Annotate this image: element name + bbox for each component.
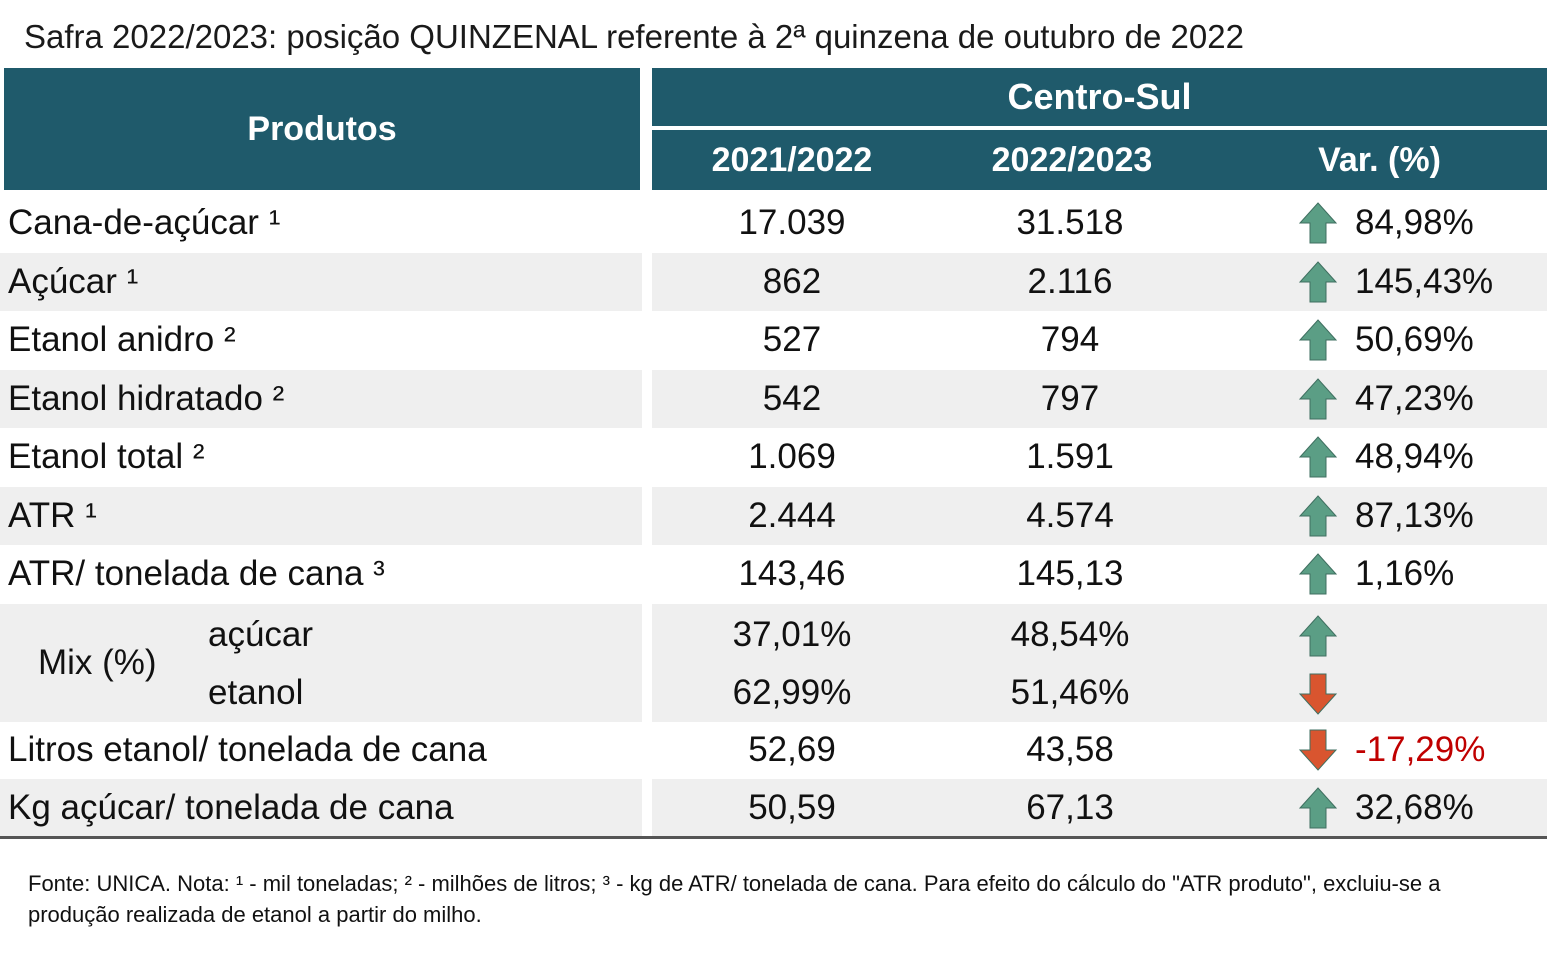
header-col-2021-label: 2021/2022 [711,140,873,179]
value-2021: 143,46 [738,554,846,593]
table-row: Kg açúcar/ tonelada de cana 50,59 67,13 32,… [0,779,1547,837]
value-2022: 43,58 [1026,729,1114,769]
arrow-up-icon [1298,553,1338,595]
table-row: Etanol hidratado ² 542 797 47,23% [0,369,1547,428]
value-2022: 145,13 [1016,554,1124,593]
row-label: Cana-de-açúcar ¹ [8,203,281,242]
header-col-2022-label: 2022/2023 [991,140,1153,179]
arrow-up-icon [1298,494,1338,536]
header-region: Centro-Sul [652,68,1547,126]
arrow-up-icon [1298,319,1338,361]
mix-etanol-2022: 51,46% [1010,672,1130,712]
mix-label: Mix (%) [38,642,157,682]
header-col-var-label: Var. (%) [1318,140,1441,179]
row-label: Litros etanol/ tonelada de cana [8,729,487,769]
table-row: Etanol total ² 1.069 1.591 48,94% [0,428,1547,486]
table-row: Açúcar ¹ 862 2.116 145,43% [0,252,1547,311]
header-produtos: Produtos [4,68,640,190]
value-2022: 4.574 [1026,495,1114,535]
arrow-up-icon [1298,377,1338,419]
row-label: Etanol hidratado ² [8,378,285,418]
table-row: Litros etanol/ tonelada de cana 52,69 43,5… [0,721,1547,779]
mix-etanol-label: etanol [208,672,304,712]
row-label: Etanol anidro ² [8,320,236,359]
value-2021: 17.039 [738,203,846,242]
value-var: 32,68% [1355,788,1474,827]
value-2021: 527 [762,320,822,359]
value-var: 1,16% [1355,554,1455,593]
value-var: 48,94% [1355,437,1474,476]
value-var: 87,13% [1355,495,1474,535]
arrow-down-icon [1298,673,1338,715]
arrow-up-icon [1298,260,1338,302]
mix-etanol-2021: 62,99% [732,672,852,712]
value-2021: 50,59 [748,788,836,827]
value-2021: 1.069 [748,437,836,476]
arrow-down-icon [1298,729,1338,771]
header-col-2021: 2021/2022 [652,130,932,190]
table-row: Cana-de-açúcar ¹ 17.039 31.518 84,98% [0,194,1547,252]
mix-acucar-label: açúcar [208,614,314,654]
value-var: 47,23% [1355,378,1474,418]
value-2022: 2.116 [1027,261,1113,301]
row-label: ATR/ tonelada de cana ³ [8,554,385,593]
value-var: -17,29% [1355,729,1486,769]
table-row: Etanol anidro ² 527 794 50,69% [0,311,1547,369]
table-row: ATR/ tonelada de cana ³ 143,46 145,13 1,16% [0,545,1547,603]
value-2022: 794 [1040,320,1100,359]
value-var: 84,98% [1355,203,1474,242]
value-2022: 797 [1040,378,1100,418]
value-2021: 862 [762,261,822,301]
value-var: 145,43% [1355,261,1494,301]
arrow-up-icon [1298,436,1338,478]
header-col-2022: 2022/2023 [932,130,1212,190]
row-label: Etanol total ² [8,437,205,476]
mix-acucar-2021: 37,01% [732,614,852,654]
row-label: Kg açúcar/ tonelada de cana [8,788,454,827]
row-label: Açúcar ¹ [8,261,139,301]
table-title: Safra 2022/2023: posição QUINZENAL refer… [24,18,1244,55]
column-separator [642,194,652,836]
table-row: ATR ¹ 2.444 4.574 87,13% [0,486,1547,545]
arrow-up-icon [1298,787,1338,829]
footnote: Fonte: UNICA. Nota: ¹ - mil toneladas; ²… [28,871,1441,927]
arrow-up-icon [1298,614,1338,656]
mix-block: Mix (%) açúcar 37,01% 48,54% etanol 62,99% 51,… [0,603,1547,722]
mix-acucar-2022: 48,54% [1010,614,1130,654]
value-2021: 542 [762,378,822,418]
table-bottom-border [0,836,1547,839]
value-2022: 1.591 [1026,437,1114,476]
value-2022: 67,13 [1026,788,1114,827]
header-region-label: Centro-Sul [1007,76,1192,117]
value-2022: 31.518 [1016,203,1124,242]
arrow-up-icon [1298,202,1338,244]
value-2021: 52,69 [748,729,836,769]
row-label: ATR ¹ [8,495,97,535]
value-2021: 2.444 [748,495,836,535]
header-produtos-label: Produtos [247,109,397,148]
header-col-var: Var. (%) [1212,130,1547,190]
value-var: 50,69% [1355,320,1474,359]
